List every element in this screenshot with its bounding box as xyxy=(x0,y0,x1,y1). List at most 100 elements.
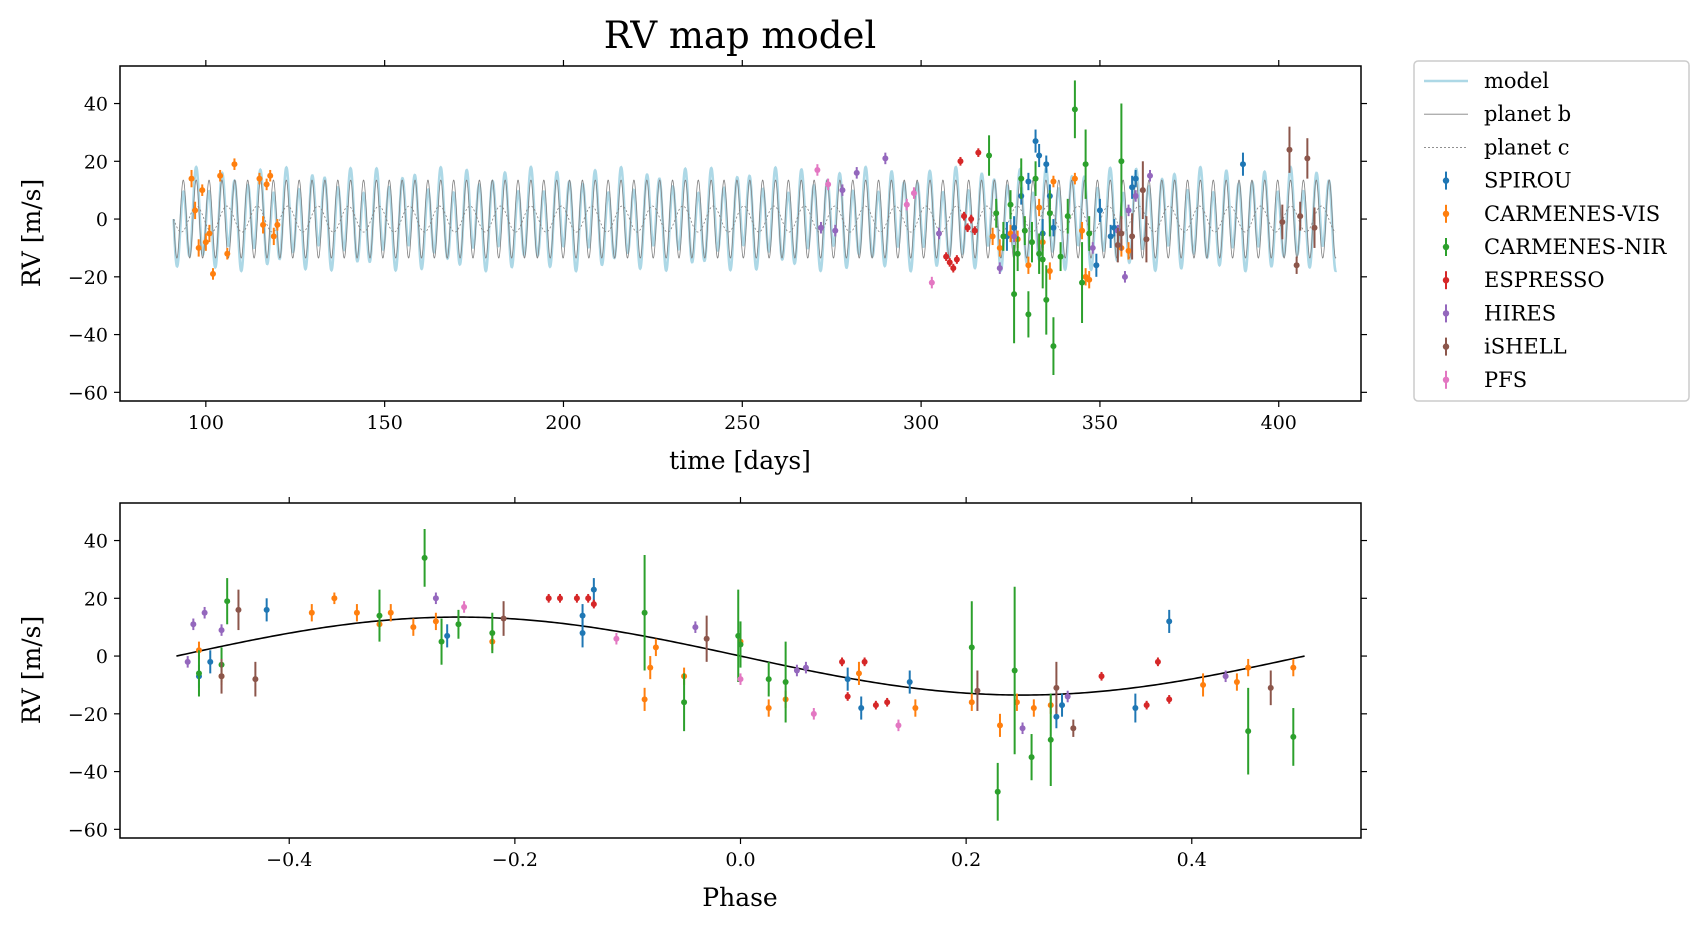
carmenes-vis-marker xyxy=(387,609,394,616)
espresso-point xyxy=(556,593,563,603)
espresso-marker xyxy=(971,227,978,234)
carmenes-nir-point xyxy=(1050,317,1057,376)
spirou-point xyxy=(1036,143,1043,168)
carmenes-vis-point xyxy=(996,239,1003,257)
carmenes-vis-marker xyxy=(996,722,1003,729)
legend-label-carmenes-nir: CARMENES-NIR xyxy=(1484,235,1668,259)
carmenes-vis-marker xyxy=(199,187,206,194)
carmenes-vis-point xyxy=(652,638,659,657)
espresso-marker xyxy=(545,595,552,602)
legend-marker-spirou xyxy=(1442,177,1450,184)
carmenes-vis-marker xyxy=(192,207,199,214)
carmenes-vis-marker xyxy=(1200,681,1207,688)
espresso-marker xyxy=(1166,696,1173,703)
carmenes-nir-marker xyxy=(765,676,772,683)
ishell-marker xyxy=(1279,218,1286,225)
bottom-x-tick-label: 0.2 xyxy=(951,849,981,871)
hires-marker xyxy=(1146,172,1153,179)
espresso-point xyxy=(884,697,891,707)
spirou-marker xyxy=(906,679,913,686)
hires-point xyxy=(1132,190,1139,202)
carmenes-nir-marker xyxy=(1064,213,1071,220)
carmenes-nir-point xyxy=(1028,221,1035,263)
ishell-marker xyxy=(1311,224,1318,231)
legend-label-model: model xyxy=(1484,69,1549,93)
carmenes-vis-point xyxy=(195,239,202,257)
pfs-marker xyxy=(910,190,917,197)
top-x-tick-label: 350 xyxy=(1082,412,1118,434)
carmenes-nir-point xyxy=(986,135,993,176)
pfs-point xyxy=(461,601,468,613)
carmenes-vis-marker xyxy=(353,609,360,616)
carmenes-nir-point xyxy=(1028,734,1035,781)
spirou-point xyxy=(1132,169,1139,188)
carmenes-nir-marker xyxy=(1000,233,1007,240)
ishell-point xyxy=(500,601,507,636)
carmenes-vis-point xyxy=(855,661,862,685)
spirou-point xyxy=(1166,609,1173,633)
carmenes-nir-marker xyxy=(195,670,202,677)
carmenes-nir-point xyxy=(1079,242,1086,324)
hires-point xyxy=(184,656,191,668)
carmenes-vis-point xyxy=(1071,172,1078,185)
espresso-point xyxy=(964,223,971,233)
top-y-tick-label: 20 xyxy=(84,151,108,173)
carmenes-vis-marker xyxy=(1046,268,1053,275)
carmenes-nir-point xyxy=(1000,221,1007,251)
pfs-point xyxy=(895,719,902,732)
carmenes-nir-point xyxy=(489,612,496,654)
ishell-marker xyxy=(1293,262,1300,269)
espresso-marker xyxy=(946,259,953,266)
hires-marker xyxy=(190,621,197,628)
pfs-point xyxy=(910,187,917,199)
pfs-marker xyxy=(737,676,744,683)
ishell-point xyxy=(1070,719,1077,737)
carmenes-vis-marker xyxy=(209,270,216,277)
carmenes-nir-marker xyxy=(1057,253,1064,260)
carmenes-vis-point xyxy=(188,169,195,188)
spirou-marker xyxy=(1132,705,1139,712)
carmenes-nir-marker xyxy=(1032,175,1039,182)
ishell-marker xyxy=(1143,236,1150,243)
carmenes-vis-point xyxy=(989,227,996,246)
carmenes-nir-marker xyxy=(1050,343,1057,350)
spirou-marker xyxy=(1043,161,1050,168)
ishell-point xyxy=(1311,207,1318,248)
hires-marker xyxy=(1132,192,1139,199)
pfs-point xyxy=(613,632,620,645)
carmenes-nir-marker xyxy=(1046,210,1053,217)
ishell-marker xyxy=(235,606,242,613)
spirou-point xyxy=(858,696,865,720)
hires-marker xyxy=(793,667,800,674)
pfs-point xyxy=(928,276,935,289)
hires-point xyxy=(1146,169,1153,182)
carmenes-nir-marker xyxy=(1025,311,1032,318)
model-curve xyxy=(172,165,1338,273)
top-y-tick-label: 0 xyxy=(96,209,108,231)
top-x-tick-label: 250 xyxy=(724,412,760,434)
carmenes-vis-point xyxy=(1046,262,1053,280)
spirou-point xyxy=(906,670,913,694)
carmenes-vis-marker xyxy=(1071,175,1078,182)
carmenes-nir-marker xyxy=(1018,175,1025,182)
espresso-marker xyxy=(590,601,597,608)
espresso-point xyxy=(953,255,960,264)
spirou-point xyxy=(207,650,214,674)
chart-title: RV map model xyxy=(604,14,876,57)
carmenes-vis-point xyxy=(641,687,648,711)
hires-marker xyxy=(692,624,699,631)
carmenes-nir-point xyxy=(1047,693,1054,787)
carmenes-nir-marker xyxy=(1043,296,1050,303)
carmenes-vis-point xyxy=(410,618,417,636)
spirou-point xyxy=(1032,129,1039,153)
carmenes-nir-point xyxy=(421,528,428,587)
carmenes-nir-marker xyxy=(1021,227,1028,234)
espresso-marker xyxy=(964,224,971,231)
ishell-point xyxy=(974,670,981,711)
carmenes-vis-point xyxy=(270,227,277,246)
top-y-axis-label: RV [m/s] xyxy=(17,179,46,287)
carmenes-vis-point xyxy=(1233,673,1240,691)
carmenes-vis-marker xyxy=(1125,247,1132,254)
carmenes-vis-marker xyxy=(855,670,862,677)
carmenes-vis-marker xyxy=(641,696,648,703)
